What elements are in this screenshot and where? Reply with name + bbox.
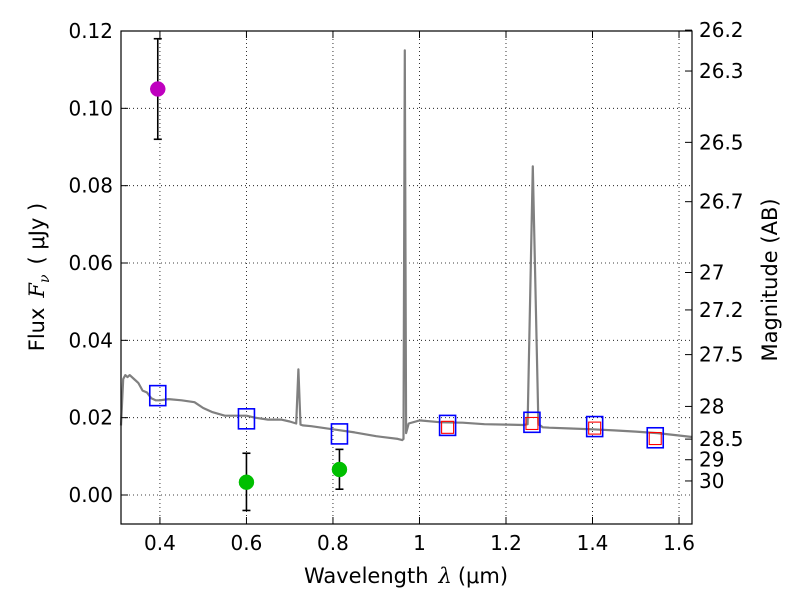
right-tick-label: 26.5 [699,130,744,154]
y-tick-label: 0.10 [68,96,113,120]
y-tick-label: 0.04 [68,328,113,352]
x-axis-label: Wavelength λ (μm) [304,564,508,588]
y-tick-label: 0.08 [68,174,113,198]
y-axis-label: FluxFν( μJy ) [25,203,53,351]
model-photometry-square [148,384,167,407]
x-tick-label: 0.6 [231,531,263,555]
x-tick-label: 0.4 [144,531,176,555]
observed-photometry-square [525,416,539,431]
photometry-point [238,474,255,490]
photometry-point [150,81,166,97]
right-tick-label: 29 [699,448,724,472]
plot-frame [120,30,693,525]
model-photometry-square [523,411,541,434]
right-tick-label: 28.5 [699,427,744,451]
series-layer [119,37,693,512]
photometry-point [331,461,348,478]
x-tick-label: 0.8 [317,531,349,555]
right-tick-label: 28 [699,394,724,418]
spectrum-line [119,49,693,442]
observed-photometry-square [648,431,662,446]
right-tick-label: 26.7 [699,190,744,214]
x-tick-label: 1.4 [577,531,609,555]
observed-photometry-square [588,421,602,435]
right-tick-label: 26.2 [699,18,744,42]
model-photometry-square [438,414,457,437]
y-tick-label: 0.00 [68,483,113,507]
x-tick-label: 1.2 [490,531,522,555]
tick-layer: 0.4 0.6 0.8 1 1.2 1.4 1.6 0.00 0.02 0.04 0.06 0.08 0… [68,18,743,555]
right-tick-label: 26.3 [699,59,744,83]
model-photometry-square [585,415,604,438]
model-photometry-square [330,423,349,445]
y-tick-label: 0.02 [68,406,113,430]
model-photometry-square [237,408,256,430]
y-tick-label: 0.06 [68,251,113,275]
right-tick-label: 30 [699,469,724,493]
model-photometry-square [646,426,665,449]
observed-photometry-square [441,420,455,434]
y-tick-label: 0.12 [68,19,113,43]
right-tick-label: 27.2 [699,298,744,322]
x-tick-label: 1.6 [663,531,695,555]
right-axis-label: Magnitude (AB) [758,198,782,361]
right-tick-label: 27 [699,260,724,284]
x-tick-label: 1 [413,531,426,555]
right-tick-label: 27.5 [699,343,744,367]
